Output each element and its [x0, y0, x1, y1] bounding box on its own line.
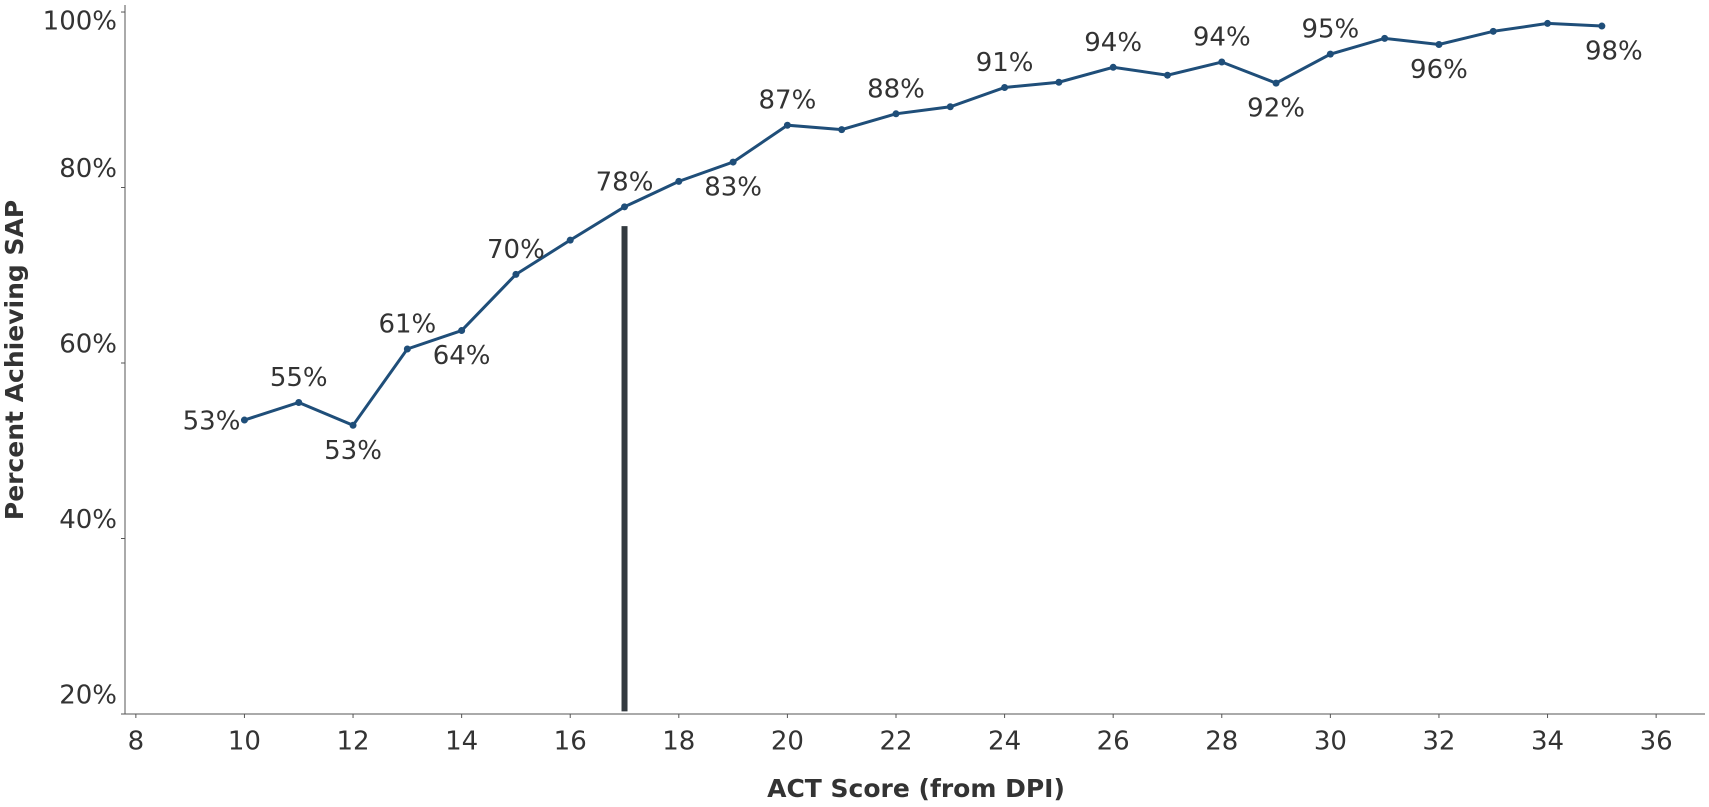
x-tick-label: 30: [1314, 727, 1347, 757]
data-label: 55%: [270, 363, 328, 393]
x-tick-label: 22: [879, 727, 912, 757]
data-label: 92%: [1247, 94, 1305, 124]
x-tick-label: 14: [445, 727, 478, 757]
point: [1109, 63, 1117, 71]
point: [1598, 22, 1606, 30]
x-tick-label: 34: [1531, 727, 1564, 757]
x-tick-label: 12: [336, 727, 369, 757]
data-label: 87%: [759, 86, 817, 116]
point: [295, 398, 303, 406]
x-tick-label: 24: [988, 727, 1021, 757]
point: [1326, 50, 1334, 58]
data-label: 64%: [433, 341, 491, 371]
point: [566, 236, 574, 244]
data-label: 53%: [324, 436, 382, 466]
point: [349, 421, 357, 429]
point: [1163, 71, 1171, 79]
point: [729, 158, 737, 166]
x-tick-label: 26: [1097, 727, 1130, 757]
y-tick-label: 60%: [59, 330, 117, 360]
x-tick-label: 28: [1205, 727, 1238, 757]
point: [675, 177, 683, 185]
y-tick-label: 80%: [59, 154, 117, 184]
x-tick-label: 18: [662, 727, 695, 757]
y-axis-title: Percent Achieving SAP: [0, 200, 29, 520]
data-label: 83%: [704, 173, 762, 203]
point: [1435, 40, 1443, 48]
data-label: 70%: [487, 235, 545, 265]
x-tick-label: 20: [771, 727, 804, 757]
point: [1489, 27, 1497, 35]
point: [403, 345, 411, 353]
point: [1544, 19, 1552, 27]
point: [783, 121, 791, 129]
y-tick-label: 20%: [59, 681, 117, 711]
data-label: 78%: [596, 167, 654, 197]
x-tick-label: 10: [228, 727, 261, 757]
x-tick-label: 36: [1640, 727, 1673, 757]
x-tick-label: 8: [128, 727, 145, 757]
point: [1218, 58, 1226, 66]
y-tick-label: 100%: [43, 7, 117, 37]
point: [1001, 83, 1009, 91]
point: [1272, 79, 1280, 87]
point: [946, 103, 954, 111]
data-label: 61%: [378, 309, 436, 339]
point: [621, 203, 629, 211]
data-label: 94%: [1084, 28, 1142, 58]
data-label: 53%: [183, 407, 241, 437]
data-label: 94%: [1193, 23, 1251, 53]
line: [243, 21, 1602, 428]
x-tick-label: 32: [1422, 727, 1455, 757]
data-label: 95%: [1301, 15, 1359, 45]
data-label: 98%: [1585, 37, 1643, 67]
point: [458, 327, 466, 335]
point: [512, 270, 520, 278]
x-axis-title: ACT Score (from DPI): [767, 774, 1065, 803]
point: [1381, 34, 1389, 42]
point: [240, 416, 248, 424]
point: [892, 110, 900, 118]
y-tick-label: 40%: [59, 505, 117, 535]
data-label: 91%: [976, 48, 1034, 78]
point: [1055, 78, 1063, 86]
data-label: 88%: [867, 74, 925, 104]
point: [838, 126, 846, 134]
data-label: 96%: [1410, 55, 1468, 85]
x-tick-label: 16: [554, 727, 587, 757]
